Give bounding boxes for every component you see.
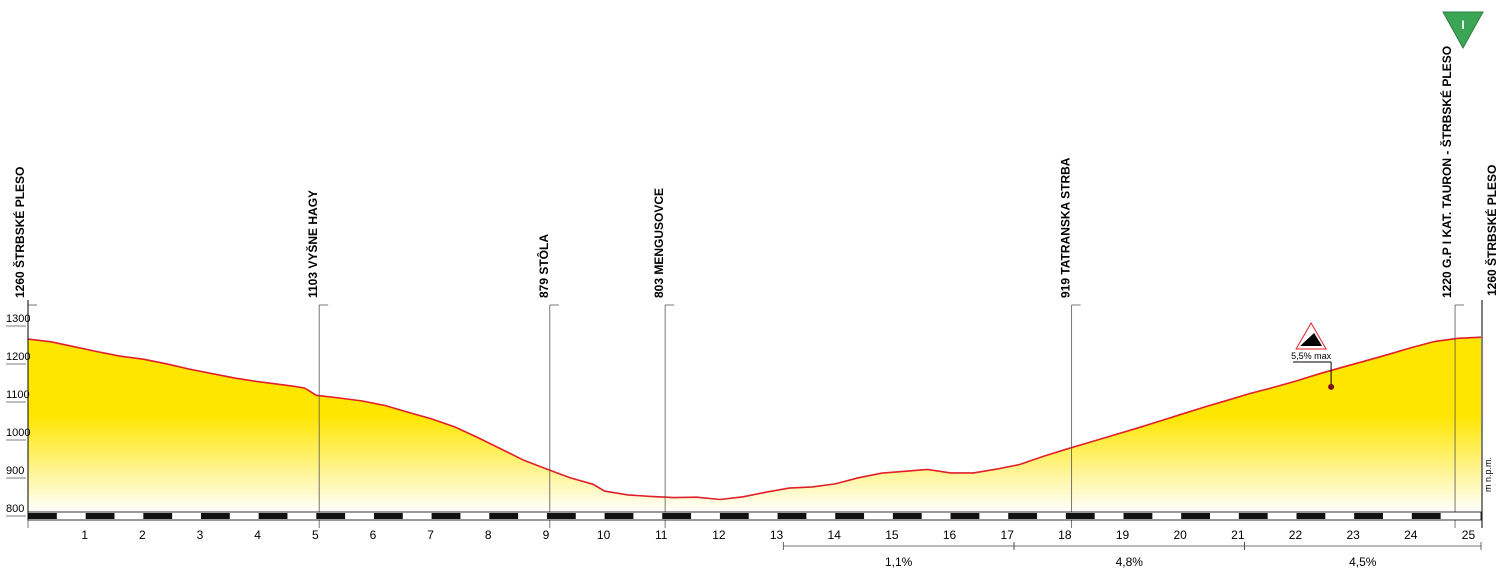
elevation-area — [28, 337, 1481, 512]
x-tick-label: 23 — [1346, 528, 1360, 542]
place-label: 1103 VYŠNE HAGY — [305, 190, 320, 298]
x-tick-label: 17 — [1001, 528, 1015, 542]
x-tick-label: 13 — [770, 528, 784, 542]
place-label: 879 STÔLA — [536, 234, 551, 298]
grade-label: 4,8% — [1116, 555, 1144, 569]
y-tick-label: 1100 — [6, 389, 30, 401]
baseline-segment — [950, 513, 980, 519]
y-tick-label: 1200 — [6, 351, 30, 363]
baseline-segment — [1238, 513, 1268, 519]
x-tick-label: 7 — [427, 528, 434, 542]
x-tick-label: 12 — [712, 528, 726, 542]
x-tick-label: 11 — [655, 528, 668, 542]
baseline-segment — [835, 513, 865, 519]
baseline-segment — [1354, 513, 1383, 519]
x-tick-label: 10 — [597, 528, 611, 542]
baseline-segment — [604, 513, 634, 519]
place-label: 1220 G.P I KAT. TAURON - ŠTRBSKÉ PLESO — [1439, 46, 1454, 298]
y-tick-label: 1300 — [6, 313, 30, 325]
place-label: 1260 ŠTRBSKÉ PLESO — [1484, 165, 1499, 296]
area-layer — [27, 336, 1482, 512]
x-tick-label: 6 — [370, 528, 377, 542]
baseline-segment — [546, 513, 576, 519]
x-tick-label: 16 — [943, 528, 957, 542]
x-tick-label: 14 — [828, 528, 842, 542]
x-tick-label: 8 — [485, 528, 492, 542]
baseline-segment — [662, 513, 692, 519]
x-tick-label: 24 — [1404, 528, 1418, 542]
baseline-segment — [719, 513, 749, 519]
x-tick-label: 15 — [885, 528, 899, 542]
baseline-segment — [28, 513, 57, 519]
y-axis-label: m n.p.m. — [1483, 457, 1493, 492]
x-tick-label: 20 — [1173, 528, 1187, 542]
x-tick-label: 19 — [1116, 528, 1130, 542]
x-tick-label: 1 — [81, 528, 88, 542]
climb-category-icon-fill — [1300, 333, 1323, 346]
baseline-segment — [200, 513, 230, 519]
baseline-segment — [1008, 513, 1038, 519]
baseline-segment — [892, 513, 922, 519]
climb-marker-label: 5,5% max — [1291, 351, 1332, 361]
grade-label: 1,1% — [885, 555, 913, 569]
baseline-segment — [431, 513, 461, 519]
x-tick-label: 22 — [1289, 528, 1303, 542]
baseline-segment — [143, 513, 173, 519]
baseline-segment — [1065, 513, 1095, 519]
finish-flag-icon — [1442, 11, 1484, 50]
climb-marker-dot — [1328, 383, 1335, 390]
place-label: 919 TATRANSKA STRBA — [1059, 157, 1073, 298]
x-tick-label: 5 — [312, 528, 319, 542]
y-tick-label: 900 — [6, 465, 24, 477]
baseline-segment — [85, 513, 115, 519]
baseline-segment — [1181, 513, 1211, 519]
baseline-segment — [373, 513, 403, 519]
marker-layer: 1260 ŠTRBSKÉ PLESO 1103 VYŠNE HAGY 879 STÔ… — [12, 11, 1499, 569]
x-tick-label: 2 — [139, 528, 146, 542]
baseline-segment — [316, 513, 346, 519]
y-tick-label: 800 — [6, 503, 24, 515]
x-tick-label: 9 — [543, 528, 550, 542]
place-label: 1260 ŠTRBSKÉ PLESO — [12, 167, 27, 298]
y-tick-label: 1000 — [6, 427, 30, 439]
finish-flag-label: I — [1461, 18, 1464, 32]
x-tick-label: 4 — [254, 528, 261, 542]
x-tick-label: 25 — [1462, 528, 1476, 542]
elevation-line — [27, 336, 1482, 501]
place-label: 803 MENGUSOVCE — [652, 188, 666, 298]
baseline-segment — [1411, 513, 1441, 519]
x-tick-label: 18 — [1058, 528, 1072, 542]
x-tick-label: 21 — [1231, 528, 1245, 542]
baseline-segment — [1296, 513, 1326, 519]
baseline-segment — [489, 513, 519, 519]
x-tick-label: 3 — [197, 528, 204, 542]
grade-label: 4,5% — [1349, 555, 1377, 569]
baseline-segment — [258, 513, 288, 519]
baseline-segment — [777, 513, 807, 519]
baseline-segment — [1123, 513, 1153, 519]
